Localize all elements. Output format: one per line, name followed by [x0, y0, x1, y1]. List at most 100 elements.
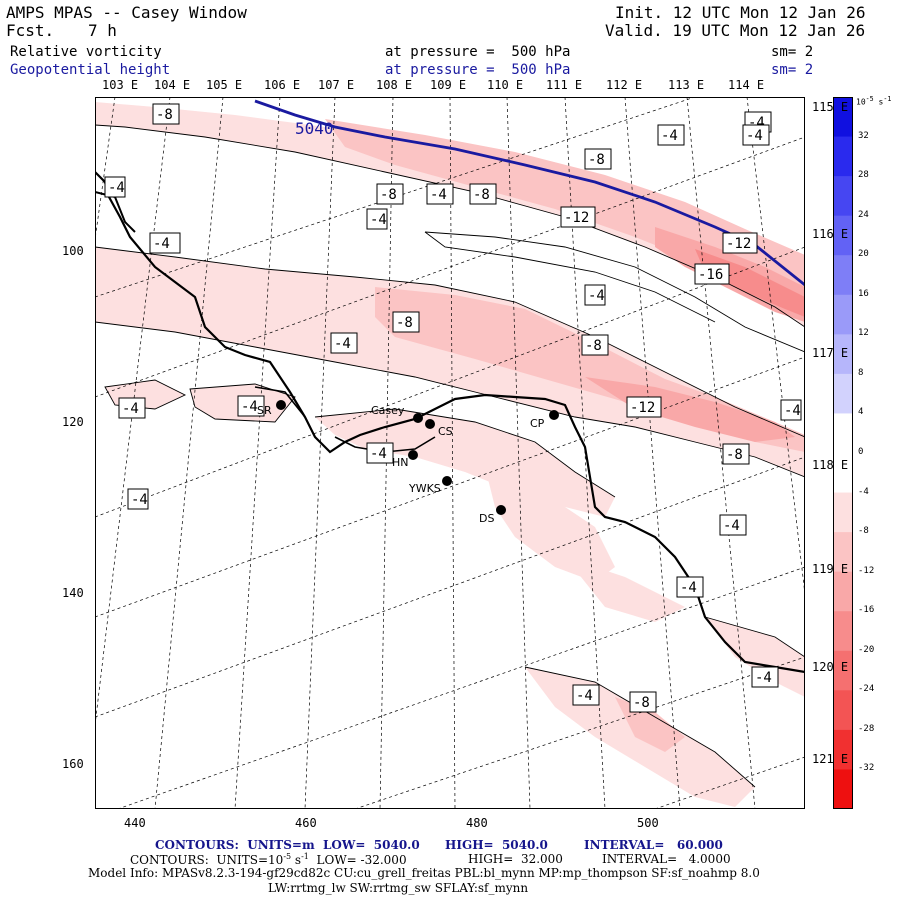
colorbar-cell	[833, 373, 853, 414]
colorbar-cell	[833, 492, 853, 533]
vort-label: -4	[661, 128, 678, 144]
stations: Casey CS CP SR HN YWKS DS	[257, 400, 559, 525]
field-1-smoothing: sm= 2	[771, 44, 814, 60]
right-lon-label: 117 E	[812, 346, 849, 360]
footer-vort-high: HIGH= 32.000	[468, 852, 563, 866]
colorbar-tick-label: -8	[858, 526, 869, 537]
colorbar-cell	[833, 255, 853, 296]
colorbar-cell	[833, 215, 853, 256]
station-label: CP	[530, 417, 545, 430]
colorbar-cell	[833, 611, 853, 652]
station-marker	[496, 505, 506, 515]
lon-label: 105 E	[206, 78, 243, 92]
station-label: Casey	[371, 404, 405, 417]
station-marker	[276, 400, 286, 410]
field-1-pressure: at pressure = 500 hPa	[385, 44, 571, 60]
y-tick-label: 160	[62, 757, 84, 771]
lon-label: 107 E	[318, 78, 355, 92]
station-marker	[408, 450, 418, 460]
colorbar-tick-label: 8	[858, 367, 864, 378]
right-lon-label: 116 E	[812, 227, 849, 241]
colorbar	[833, 97, 853, 809]
right-lon-label: 115 E	[812, 100, 849, 114]
station-marker	[549, 410, 559, 420]
vort-label: -4	[746, 128, 763, 144]
station-marker	[425, 419, 435, 429]
lon-label: 114 E	[728, 78, 765, 92]
field-2-smoothing: sm= 2	[771, 62, 814, 78]
vort-label: -8	[726, 447, 743, 463]
vort-label: -8	[585, 338, 602, 354]
vort-label: -8	[156, 107, 173, 123]
colorbar-cell	[833, 729, 853, 770]
vort-label: -8	[633, 695, 650, 711]
height-contour-label: 5040	[295, 119, 334, 138]
colorbar-tick-label: -28	[858, 723, 875, 734]
vort-label: -8	[473, 187, 490, 203]
right-lon-label: 120 E	[812, 660, 849, 674]
vort-label: -4	[153, 236, 170, 252]
colorbar-tick-label: 28	[858, 170, 869, 181]
vort-label: -4	[370, 446, 387, 462]
vort-label: -12	[630, 400, 655, 416]
vort-label: -4	[784, 403, 801, 419]
lon-label: 113 E	[668, 78, 705, 92]
footer-height-interval: INTERVAL= 60.000	[584, 838, 723, 852]
vort-label: -4	[108, 180, 125, 196]
latlon-grid	[95, 97, 805, 809]
colorbar-tick-label: -32	[858, 763, 875, 774]
vort-label: -4	[241, 399, 258, 415]
right-lon-label: 118 E	[812, 458, 849, 472]
colorbar-tick-label: -12	[858, 565, 875, 576]
colorbar-tick-label: 0	[858, 447, 864, 457]
map-plot: 5040 -8 -4 -4 -8 -4 -8 -4 -4 -8 -4 -12 -…	[95, 97, 805, 809]
colorbar-cell	[833, 453, 853, 494]
vort-label: -16	[698, 267, 723, 283]
lon-label: 104 E	[154, 78, 191, 92]
lon-label: 112 E	[606, 78, 643, 92]
station-label: YWKS	[408, 482, 441, 495]
vort-label: -12	[564, 210, 589, 226]
y-tick-label: 100	[62, 244, 84, 258]
vorticity-labels: -8 -4 -4 -8 -4 -8 -4 -4 -8 -4 -12 -12 -1…	[104, 103, 802, 713]
lon-label: 111 E	[546, 78, 583, 92]
forecast-label: Fcst.	[6, 21, 55, 40]
station-marker	[442, 476, 452, 486]
colorbar-tick-label: -16	[858, 605, 875, 616]
vort-label: -8	[588, 152, 605, 168]
vort-label: -4	[334, 336, 351, 352]
footer-vort-interval: INTERVAL= 4.0000	[602, 852, 731, 866]
vort-label: -8	[396, 315, 413, 331]
forecast-value: 7 h	[88, 21, 117, 40]
field-1-name: Relative vorticity	[10, 44, 162, 60]
lon-label: 108 E	[376, 78, 413, 92]
colorbar-cell	[833, 571, 853, 612]
colorbar-tick-label: 20	[858, 249, 869, 260]
station-label: DS	[479, 512, 494, 525]
colorbar-cell	[833, 769, 853, 809]
vort-label: -4	[122, 401, 139, 417]
lon-label: 103 E	[102, 78, 139, 92]
vorticity-contours	[95, 124, 805, 788]
colorbar-cell	[833, 532, 853, 573]
colorbar-cell	[833, 176, 853, 217]
colorbar-unit: 10-5 s-1	[856, 95, 892, 107]
footer-height-contours: CONTOURS: UNITS=m LOW= 5040.0	[155, 838, 420, 852]
station-label: HN	[392, 456, 409, 469]
field-2-pressure: at pressure = 500 hPa	[385, 62, 571, 78]
vort-label: -4	[755, 670, 772, 686]
colorbar-tick-label: 32	[858, 130, 869, 141]
colorbar-cell	[833, 97, 853, 138]
vort-label: -8	[380, 187, 397, 203]
vort-label: -4	[723, 518, 740, 534]
y-tick-label: 120	[62, 415, 84, 429]
colorbar-cell	[833, 294, 853, 335]
vorticity-fill	[95, 102, 805, 807]
x-tick-label: 480	[466, 816, 488, 830]
colorbar-cell	[833, 650, 853, 691]
station-label: SR	[257, 404, 272, 417]
colorbar-cell	[833, 413, 853, 454]
valid-time: Valid. 19 UTC Mon 12 Jan 26	[605, 21, 866, 40]
colorbar-cell	[833, 334, 853, 375]
colorbar-tick-label: 12	[858, 328, 869, 339]
